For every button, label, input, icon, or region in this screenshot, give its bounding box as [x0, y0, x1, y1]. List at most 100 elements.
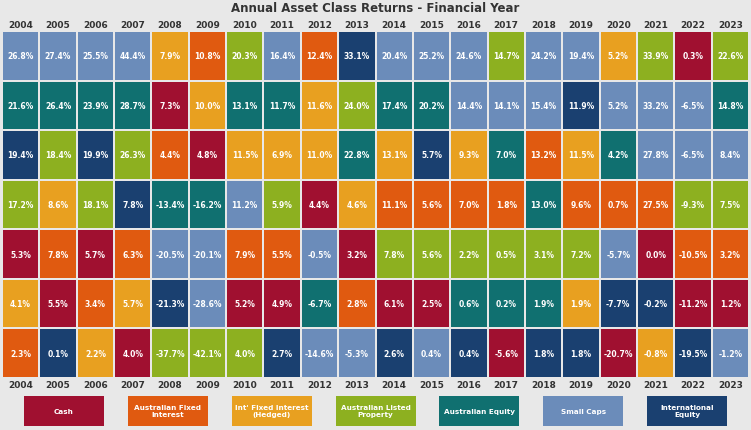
Text: 2015: 2015 [419, 381, 444, 390]
Bar [3, 33, 38, 80]
Text: 2019: 2019 [569, 381, 593, 390]
Bar [563, 83, 599, 130]
Text: 44.4%: 44.4% [119, 52, 146, 61]
Text: 2022: 2022 [680, 21, 705, 29]
Bar [563, 181, 599, 229]
Text: 2.7%: 2.7% [272, 349, 293, 358]
Bar [376, 132, 412, 179]
Text: 2013: 2013 [345, 21, 369, 29]
Text: 20.4%: 20.4% [381, 52, 407, 61]
Text: 2.3%: 2.3% [11, 349, 32, 358]
Text: 10.0%: 10.0% [195, 101, 221, 111]
Bar [77, 231, 113, 278]
Bar [601, 280, 636, 328]
Bar [41, 83, 76, 130]
Bar [451, 330, 487, 377]
Text: 4.4%: 4.4% [309, 200, 330, 209]
Text: 9.3%: 9.3% [458, 151, 479, 160]
Text: -0.8%: -0.8% [644, 349, 668, 358]
Bar [414, 231, 449, 278]
Bar [563, 132, 599, 179]
Bar [526, 181, 561, 229]
Text: 4.4%: 4.4% [159, 151, 180, 160]
Bar [713, 33, 748, 80]
Bar [713, 231, 748, 278]
Bar [601, 330, 636, 377]
Text: 23.9%: 23.9% [83, 101, 108, 111]
Bar [264, 132, 300, 179]
Bar [339, 33, 375, 80]
Bar [115, 83, 150, 130]
Bar [227, 280, 262, 328]
Bar [339, 83, 375, 130]
Text: 5.2%: 5.2% [608, 52, 629, 61]
Text: 1.8%: 1.8% [570, 349, 592, 358]
Text: 11.1%: 11.1% [381, 200, 407, 209]
Text: 0.6%: 0.6% [458, 299, 479, 308]
Text: 2021: 2021 [643, 381, 668, 390]
Text: 7.0%: 7.0% [458, 200, 479, 209]
Bar [152, 330, 188, 377]
Text: 9.6%: 9.6% [571, 200, 592, 209]
Text: -0.5%: -0.5% [307, 250, 331, 259]
Bar [526, 83, 561, 130]
Text: 7.8%: 7.8% [384, 250, 405, 259]
Text: -20.1%: -20.1% [193, 250, 222, 259]
Bar [376, 181, 412, 229]
Text: 2006: 2006 [83, 21, 107, 29]
Bar [115, 330, 150, 377]
Text: -28.6%: -28.6% [193, 299, 222, 308]
Text: 2011: 2011 [270, 381, 294, 390]
Bar [302, 132, 337, 179]
Text: 5.2%: 5.2% [608, 101, 629, 111]
Text: 33.2%: 33.2% [643, 101, 668, 111]
Bar [638, 330, 674, 377]
Bar [152, 132, 188, 179]
Bar [638, 181, 674, 229]
Bar [77, 280, 113, 328]
Bar [302, 83, 337, 130]
Bar [77, 181, 113, 229]
Text: 5.2%: 5.2% [234, 299, 255, 308]
Bar [152, 83, 188, 130]
Bar [601, 231, 636, 278]
Text: -1.2%: -1.2% [718, 349, 743, 358]
Text: -6.7%: -6.7% [307, 299, 332, 308]
Text: -16.2%: -16.2% [193, 200, 222, 209]
Bar [227, 132, 262, 179]
Bar [190, 330, 225, 377]
Text: Small Caps: Small Caps [561, 408, 606, 414]
Text: 2.2%: 2.2% [458, 250, 479, 259]
Bar [41, 330, 76, 377]
Bar [264, 83, 300, 130]
Text: 2018: 2018 [531, 21, 556, 29]
Bar [489, 181, 524, 229]
Text: 2015: 2015 [419, 21, 444, 29]
Bar [543, 396, 623, 426]
Bar [339, 280, 375, 328]
Text: 2010: 2010 [232, 21, 257, 29]
Text: 27.4%: 27.4% [45, 52, 71, 61]
Bar [302, 330, 337, 377]
Bar [526, 33, 561, 80]
Bar [3, 83, 38, 130]
Text: -20.5%: -20.5% [155, 250, 185, 259]
Text: 6.3%: 6.3% [122, 250, 143, 259]
Text: 19.4%: 19.4% [8, 151, 34, 160]
Bar [376, 330, 412, 377]
Text: 0.2%: 0.2% [496, 299, 517, 308]
Bar [675, 231, 710, 278]
Text: 19.4%: 19.4% [568, 52, 594, 61]
Text: 8.6%: 8.6% [47, 200, 68, 209]
Text: 14.8%: 14.8% [717, 101, 743, 111]
Bar [675, 330, 710, 377]
Bar [41, 181, 76, 229]
Bar [77, 83, 113, 130]
Text: -10.5%: -10.5% [678, 250, 707, 259]
Bar [414, 33, 449, 80]
Bar [227, 181, 262, 229]
Bar [264, 181, 300, 229]
Bar [190, 132, 225, 179]
Text: 3.1%: 3.1% [533, 250, 554, 259]
Text: 0.7%: 0.7% [608, 200, 629, 209]
